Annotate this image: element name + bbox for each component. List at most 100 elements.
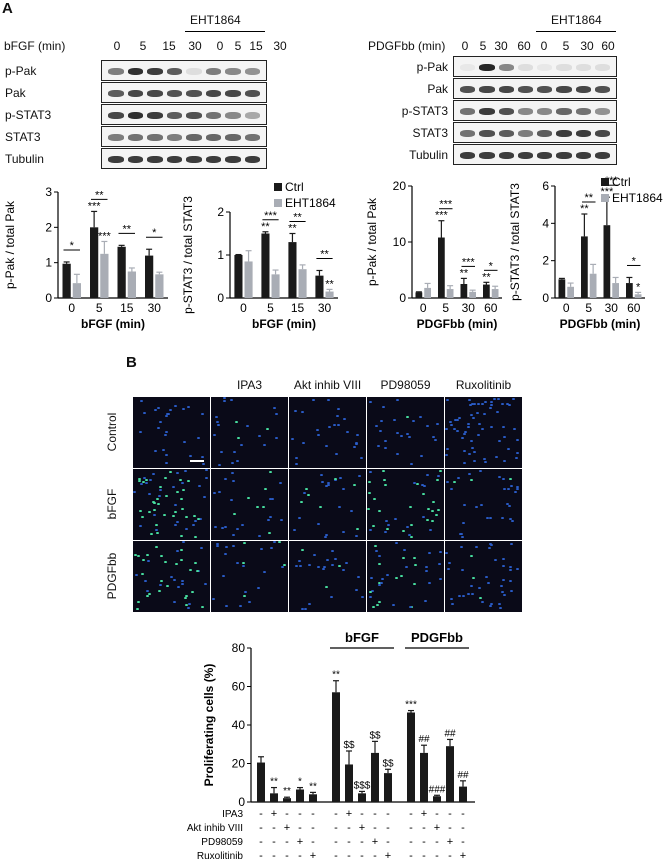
nucleus	[502, 564, 505, 567]
nucleus	[343, 417, 346, 420]
bar	[271, 274, 280, 298]
blot-band	[537, 129, 553, 137]
nucleus	[405, 432, 409, 435]
blot-strip	[101, 148, 267, 169]
nucleus	[456, 429, 460, 432]
nucleus	[426, 507, 430, 510]
comparison-significance: **	[293, 212, 302, 224]
time-point-label: 30	[494, 39, 508, 53]
nucleus	[480, 600, 484, 603]
nucleus	[223, 397, 226, 400]
blot-row-label: STAT3	[5, 130, 41, 144]
blot-band	[498, 151, 514, 159]
nucleus	[269, 497, 273, 500]
nucleus	[413, 481, 417, 484]
micrograph	[211, 469, 288, 540]
nucleus	[327, 425, 331, 428]
nucleus	[374, 545, 378, 547]
treatment-sign: -	[435, 808, 439, 820]
x-tick-label: 5	[585, 301, 592, 315]
nucleus	[383, 484, 387, 487]
nucleus	[145, 589, 149, 592]
nucleus	[405, 566, 408, 569]
nucleus	[175, 562, 178, 565]
y-tick-label: 0	[542, 291, 549, 305]
bar	[296, 789, 304, 802]
nucleus	[369, 471, 373, 474]
nucleus	[203, 583, 207, 585]
treatment-sign: -	[373, 822, 377, 834]
nucleus	[304, 487, 308, 490]
nucleus	[180, 579, 184, 582]
nucleus	[488, 406, 492, 409]
nucleus	[339, 476, 343, 479]
time-point-label: 30	[188, 39, 202, 53]
y-tick-label: 0	[45, 291, 52, 305]
nucleus	[279, 518, 283, 521]
nucleus	[478, 597, 482, 599]
panel-b-label: B	[126, 354, 137, 371]
nucleus	[200, 413, 204, 416]
nucleus	[439, 551, 443, 554]
nucleus	[298, 564, 302, 567]
y-axis-label: p-STAT3 / total STAT3	[181, 196, 195, 314]
nucleus	[154, 524, 158, 527]
nucleus	[374, 549, 378, 552]
blot-band	[147, 155, 163, 163]
treatment-sign: -	[409, 822, 413, 834]
nucleus	[231, 472, 235, 475]
nucleus	[456, 477, 460, 480]
blot-band	[556, 107, 572, 115]
nucleus	[448, 561, 452, 564]
nucleus	[467, 473, 471, 476]
nucleus	[427, 552, 431, 555]
nucleus	[235, 527, 239, 530]
significance-label: **	[270, 777, 278, 788]
nucleus	[510, 485, 514, 488]
nucleus	[395, 542, 399, 545]
nucleus	[217, 464, 221, 467]
nucleus	[241, 562, 245, 565]
nucleus	[225, 546, 229, 548]
inhibitor-bracket-right	[536, 31, 616, 32]
nucleus	[509, 517, 513, 520]
nucleus	[377, 600, 381, 603]
nucleus	[271, 497, 275, 500]
nucleus	[223, 399, 227, 402]
nucleus	[215, 421, 219, 424]
blot-band	[166, 133, 182, 141]
x-tick-label: 30	[148, 301, 162, 315]
nucleus	[172, 601, 176, 604]
bar	[469, 291, 476, 298]
nucleus	[187, 406, 191, 408]
nucleus	[515, 456, 519, 459]
y-tick-label: 20	[393, 180, 407, 193]
treatment-sign: -	[386, 822, 390, 834]
nucleus	[198, 484, 202, 487]
nucleus	[420, 454, 424, 457]
bar	[612, 283, 619, 298]
blot-band	[460, 151, 476, 159]
inhibitor-bracket-left	[185, 31, 265, 32]
panel-a-label: A	[2, 0, 13, 17]
blot-strip	[453, 78, 617, 99]
y-tick-label: 1	[45, 256, 52, 270]
nucleus	[392, 604, 396, 606]
y-tick-label: 2	[542, 254, 549, 268]
nucleus	[145, 479, 149, 482]
y-axis-label: p-Pak / total Pak	[3, 200, 17, 289]
nucleus	[179, 548, 183, 551]
treatment-sign: -	[360, 836, 364, 848]
treatment-sign: +	[385, 850, 391, 859]
nucleus	[356, 528, 360, 531]
comparison-significance: **	[320, 248, 329, 260]
treatment-sign: -	[360, 808, 364, 820]
bar	[438, 237, 445, 298]
blot-band	[225, 89, 241, 97]
nucleus	[450, 487, 453, 490]
nucleus	[473, 450, 476, 453]
blot-band	[537, 85, 553, 93]
blot-band	[479, 107, 495, 115]
nucleus	[367, 492, 371, 495]
